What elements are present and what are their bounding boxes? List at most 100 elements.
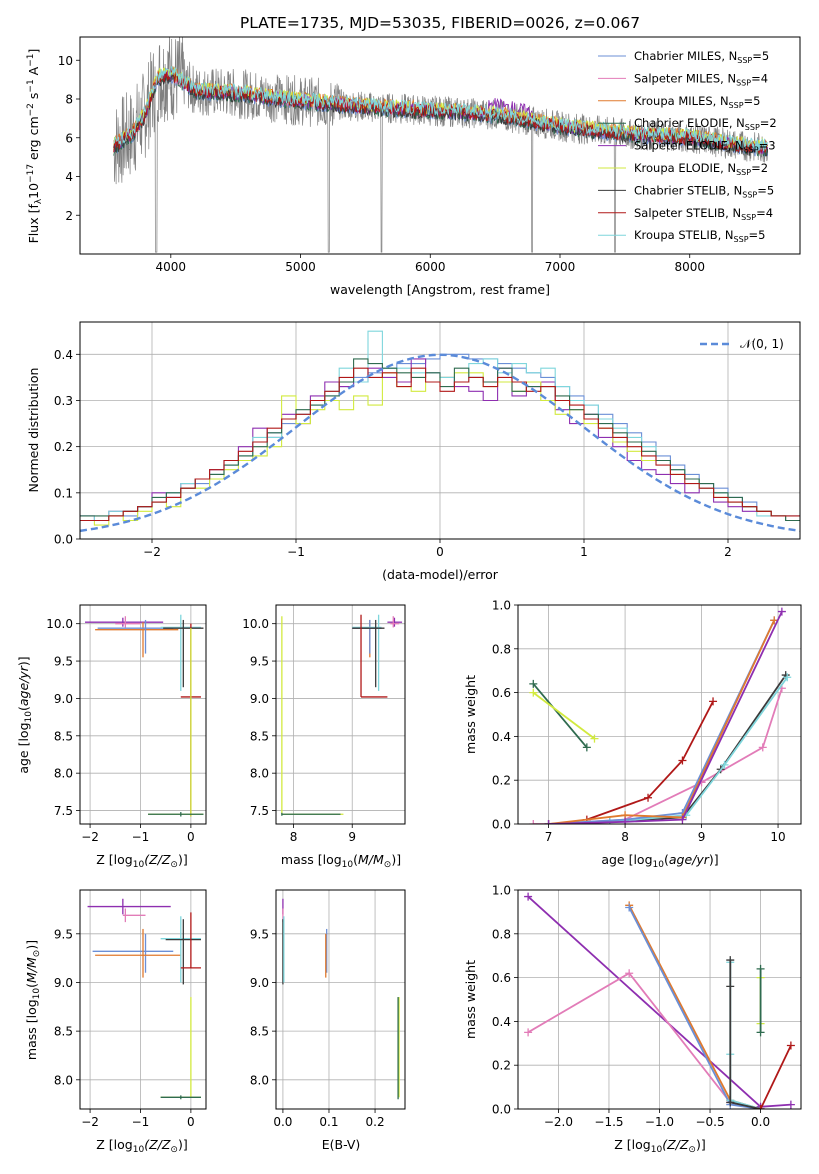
- y-tick-label: 10.0: [242, 617, 269, 631]
- y-tick-label: 9.0: [54, 976, 73, 990]
- y-tick-label: 0.2: [492, 774, 511, 788]
- weight-marker-salpeter_elodie: [544, 820, 553, 824]
- weight-marker-salpeter_elodie: [777, 607, 786, 616]
- age_vs_Z-frame: [79, 604, 207, 825]
- x-tick-label: −1: [287, 545, 305, 559]
- mass_vs_Z-frame: [79, 889, 207, 1110]
- age-vs-mass-xlabel: mass [log10(M/M⊙)]: [281, 852, 401, 870]
- weight_vs_Z-axes: −2.0 −1.5 −1.0 −0.5 0.0 0.0 0.2 0.4 0.6 0.8 1.0: [492, 884, 801, 1129]
- residuals-frame: [79, 321, 801, 540]
- y-tick-label: 8.0: [250, 767, 269, 781]
- weight-line-chabrier_miles: [628, 907, 761, 1109]
- x-tick-label: 1: [580, 545, 588, 559]
- x-tick-label: −1: [132, 830, 150, 844]
- legend-label: Salpeter ELODIE, NSSP=3: [634, 139, 776, 155]
- y-tick-label: 8.5: [250, 729, 269, 743]
- x-tick-label: 9: [348, 830, 356, 844]
- residuals-xlabel: (data-model)/error: [382, 567, 499, 582]
- x-tick-label: −2: [81, 1115, 99, 1129]
- weight-line-kroupa_stelib: [729, 962, 761, 1109]
- weight-marker-chabrier_stelib: [726, 982, 735, 991]
- weight-marker-kroupa_elodie: [529, 688, 538, 697]
- x-tick-label: −0.5: [695, 1115, 724, 1129]
- weight-vs-age-xlabel: age [log10(age/yr)]: [601, 852, 718, 870]
- figure-title: PLATE=1735, MJD=53035, FIBERID=0026, z=0…: [240, 14, 640, 32]
- x-tick-label: 0: [187, 1115, 195, 1129]
- legend-label: 𝒩(0, 1): [740, 337, 784, 351]
- y-tick-label: 9.5: [250, 927, 269, 941]
- weight-line-salpeter_miles: [527, 972, 761, 1109]
- y-tick-label: 2: [65, 209, 73, 223]
- y-tick-label: 0.4: [54, 348, 73, 362]
- weight-marker-kroupa_elodie: [590, 734, 599, 743]
- y-tick-label: 0.6: [492, 686, 511, 700]
- weight-marker-kroupa_stelib: [720, 760, 729, 769]
- histogram-salpeter_stelib: [80, 367, 800, 522]
- legend-label: Chabrier MILES, NSSP=5: [634, 49, 769, 65]
- weight-marker-salpeter_miles: [758, 743, 767, 752]
- x-tick-label: 8000: [674, 260, 705, 274]
- weight-line-chabrier_stelib: [548, 674, 787, 824]
- weight-marker-salpeter_miles: [625, 969, 634, 978]
- age_vs_mass-axes: 8 9 7.5 8.0 8.5 9.0 9.5 10.0: [242, 605, 405, 844]
- y-tick-label: 8.0: [250, 1073, 269, 1087]
- y-tick-label: 0.8: [492, 927, 511, 941]
- residuals-ylabel: Normed distribution: [26, 368, 41, 493]
- normal-curve: [80, 353, 800, 533]
- weight-marker-salpeter_elodie: [524, 892, 533, 901]
- legend-label: Kroupa STELIB, NSSP=5: [634, 228, 765, 244]
- y-tick-label: 9.0: [250, 692, 269, 706]
- weight-line-salpeter_elodie: [548, 611, 783, 824]
- mass_vs_ebv-axes: 0.0 0.1 0.2 8.0 8.5 9.0 9.5: [250, 890, 405, 1129]
- y-tick-label: 0.4: [492, 730, 511, 744]
- y-tick-label: 0.4: [492, 1015, 511, 1029]
- y-tick-label: 10: [58, 54, 73, 68]
- legend-label: Kroupa MILES, NSSP=5: [634, 94, 760, 110]
- x-tick-label: 7000: [545, 260, 576, 274]
- mass_vs_ebv-plot: [282, 898, 400, 1100]
- weight_vs_Z-ylabel: mass weight: [463, 960, 478, 1039]
- y-tick-label: 9.5: [250, 655, 269, 669]
- y-tick-label: 9.0: [250, 976, 269, 990]
- weight-marker-chabrier_stelib: [726, 1098, 735, 1107]
- y-tick-label: 8.0: [54, 1073, 73, 1087]
- spectrum-xlabel: wavelength [Angstrom, rest frame]: [330, 282, 550, 297]
- weight-line-salpeter_stelib: [586, 700, 714, 821]
- age_vs_mass-frame: [275, 604, 406, 825]
- mass_vs_Z-plot: [87, 898, 201, 1100]
- age_vs_Z-axes: −2 −1 0 7.5 8.0 8.5 9.0 9.5 10.0: [46, 605, 206, 844]
- x-tick-label: −2.0: [544, 1115, 573, 1129]
- legend-label: Chabrier STELIB, NSSP=5: [634, 183, 774, 199]
- x-tick-label: 7: [545, 830, 553, 844]
- legend-label: Chabrier ELODIE, NSSP=2: [634, 116, 777, 132]
- x-tick-label: 0.0: [751, 1115, 770, 1129]
- weight-marker-chabrier_elodie: [756, 964, 765, 973]
- spectrum-axes: 4000 5000 6000 7000 8000 2 4 6 8 10: [58, 54, 705, 274]
- weight-marker-salpeter_stelib: [786, 1041, 795, 1050]
- spectrum-model-kroupa_stelib: [113, 66, 769, 152]
- y-tick-label: 1.0: [492, 599, 511, 613]
- y-tick-label: 10.0: [46, 617, 73, 631]
- weight-line-kroupa_stelib: [548, 676, 788, 824]
- legend-label: Salpeter MILES, NSSP=4: [634, 71, 768, 87]
- y-tick-label: 0.0: [54, 533, 73, 547]
- residuals-axes: −2 −1 0 1 2 0.0 0.1 0.2 0.3 0.4: [54, 322, 800, 559]
- y-tick-label: 4: [65, 170, 73, 184]
- x-tick-label: 4000: [156, 260, 187, 274]
- y-tick-label: 6: [65, 131, 73, 145]
- x-tick-label: 0.2: [366, 1115, 385, 1129]
- y-tick-label: 8.5: [250, 1025, 269, 1039]
- spectrum-plot: [113, 37, 769, 253]
- x-tick-label: 8: [290, 830, 298, 844]
- y-tick-label: 9.0: [54, 692, 73, 706]
- weight_vs_age-frame: [517, 604, 802, 825]
- x-tick-label: 0: [187, 830, 195, 844]
- x-tick-label: 0.0: [273, 1115, 292, 1129]
- age-vs-Z-xlabel: Z [log10(Z/Z⊙)]: [96, 852, 187, 870]
- y-tick-label: 0.0: [492, 1103, 511, 1117]
- age_vs_Z-plot: [85, 614, 204, 817]
- x-tick-label: 8: [621, 830, 629, 844]
- y-tick-label: 8.5: [54, 729, 73, 743]
- y-tick-label: 0.0: [492, 818, 511, 832]
